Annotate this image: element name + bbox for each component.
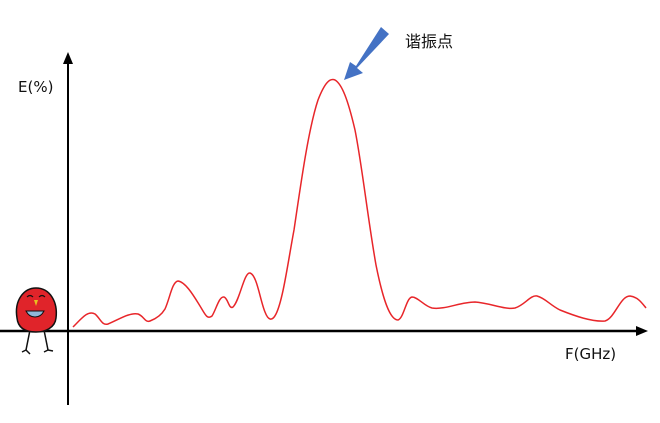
y-axis <box>63 52 73 405</box>
resonance-point-label: 谐振点 <box>405 32 454 51</box>
x-axis <box>0 326 648 336</box>
red-bird-sticker-icon <box>15 287 58 355</box>
x-axis-label: F(GHz) <box>565 345 617 363</box>
y-axis-label: E(%) <box>18 78 54 96</box>
response-curve <box>72 78 647 328</box>
resonance-arrow <box>344 27 389 80</box>
